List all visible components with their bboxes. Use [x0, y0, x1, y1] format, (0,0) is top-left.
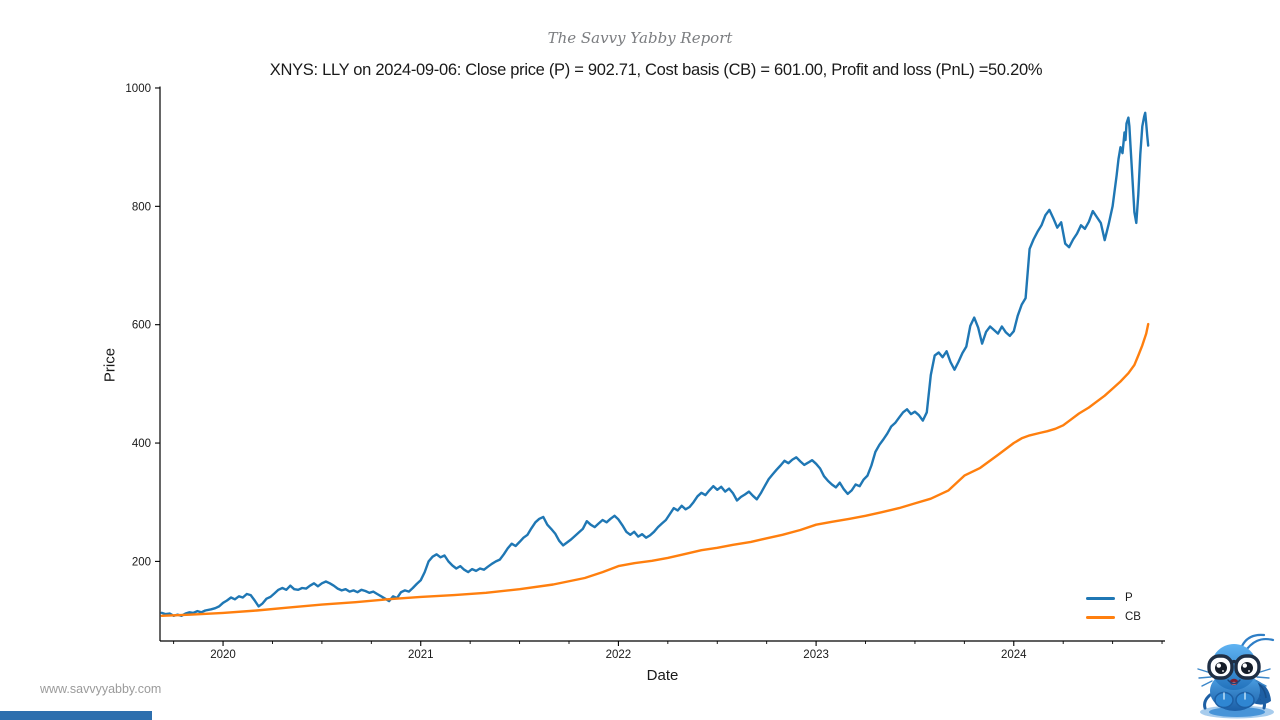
- x-tick-label: 2024: [1001, 649, 1027, 661]
- y-tick-label: 800: [132, 201, 151, 213]
- watermark: www.savvyyabby.com: [40, 682, 162, 696]
- legend-line-swatch: [1086, 596, 1115, 600]
- y-tick-label: 200: [132, 556, 151, 568]
- glasses-bridge: [1229, 660, 1239, 665]
- eye-highlight: [1222, 670, 1224, 672]
- mascot-smile: [1227, 679, 1241, 685]
- yabby-mascot-icon: [1197, 633, 1275, 719]
- legend-label: P: [1125, 592, 1133, 604]
- chart-title: XNYS: LLY on 2024-09-06: Close price (P)…: [269, 61, 1043, 79]
- eye-highlight: [1242, 663, 1247, 668]
- legend-label: CB: [1125, 611, 1141, 623]
- y-tick-label: 1000: [125, 83, 151, 95]
- eye-icon: [1241, 662, 1253, 674]
- y-tick-label: 400: [132, 438, 151, 450]
- footer-accent-bar: [0, 711, 152, 720]
- x-axis-label: Date: [646, 667, 679, 684]
- y-tick-label: 600: [132, 320, 151, 332]
- mascot-shadow-core: [1209, 707, 1265, 717]
- mascot-leg: [1203, 693, 1212, 710]
- eye-highlight: [1248, 670, 1250, 672]
- x-tick-label: 2020: [210, 649, 236, 661]
- chart-legend: P CB: [1086, 591, 1141, 624]
- x-tick-label: 2022: [606, 649, 632, 661]
- claw-notch: [1223, 692, 1246, 700]
- legend-entry: CB: [1086, 610, 1141, 624]
- report-title: The Savvy Yabby Report: [547, 29, 733, 47]
- x-tick-label: 2021: [408, 649, 434, 661]
- series-line-P: [160, 111, 1150, 617]
- legend-entry: P: [1086, 591, 1141, 605]
- eye-highlight: [1216, 663, 1221, 668]
- legend-line-swatch: [1086, 615, 1115, 619]
- mascot-leg: [1258, 695, 1266, 710]
- eye-icon: [1215, 662, 1227, 674]
- x-tick-label: 2023: [803, 649, 829, 661]
- series-line-CB: [160, 322, 1150, 617]
